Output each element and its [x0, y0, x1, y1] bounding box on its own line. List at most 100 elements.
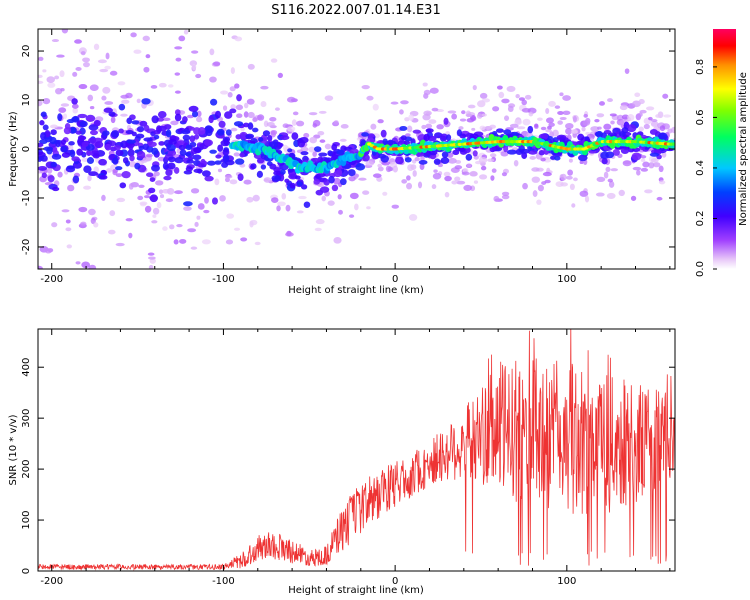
spectral-speckle	[622, 160, 632, 165]
spectral-speckle	[57, 171, 63, 178]
spectral-speckle	[219, 195, 226, 202]
spectral-speckle	[75, 67, 82, 71]
spectral-blob	[239, 152, 245, 158]
spectral-speckle	[277, 201, 286, 207]
colorbar-tick-label: 0.8	[695, 59, 706, 75]
spectral-speckle	[128, 232, 133, 239]
y-tick-label: 200	[21, 460, 32, 479]
spectral-speckle	[117, 81, 126, 86]
spectral-speckle	[222, 105, 228, 111]
spectral-speckle	[598, 101, 605, 106]
spectral-speckle	[650, 121, 659, 127]
snr-frame	[37, 328, 676, 572]
spectral-blob	[185, 152, 192, 157]
spectral-blob	[197, 163, 205, 168]
spectral-speckle	[276, 205, 281, 212]
spectral-blob	[313, 146, 322, 152]
spectral-blob	[621, 127, 629, 134]
spectral-speckle	[298, 195, 307, 200]
spectral-blob	[174, 157, 184, 164]
spectral-blob	[90, 129, 98, 136]
spectral-blob	[167, 156, 176, 163]
snr-line	[38, 329, 675, 571]
spectral-blob	[440, 133, 448, 141]
spectral-speckle	[144, 195, 151, 199]
spectral-speckle	[170, 120, 179, 126]
spectral-blob	[328, 176, 335, 184]
spectral-speckle	[254, 241, 261, 246]
snr-ylabel: SNR (10 * v/v)	[8, 414, 19, 485]
spectral-blob	[188, 105, 199, 112]
spectral-blob	[256, 170, 263, 178]
spectral-speckle	[333, 120, 339, 125]
spectral-speckle	[504, 115, 510, 121]
spectral-speckle	[478, 156, 488, 164]
spectral-blob	[60, 139, 67, 145]
spectral-blob	[65, 165, 76, 173]
spectral-speckle	[479, 174, 488, 180]
spectral-speckle	[230, 127, 238, 132]
spectral-speckle	[158, 82, 167, 88]
spectral-speckle	[49, 124, 58, 129]
spectral-speckle	[377, 163, 382, 168]
spectral-speckle	[658, 180, 666, 185]
spectral-speckle	[269, 116, 277, 122]
spectral-speckle	[240, 237, 248, 242]
spectral-speckle	[292, 111, 299, 116]
colorbar-tick-label: 0.2	[695, 211, 706, 227]
spectral-blob	[347, 169, 356, 177]
spectral-speckle	[102, 86, 111, 94]
spectral-speckle	[225, 239, 234, 245]
spectral-speckle	[540, 157, 546, 162]
spectral-speckle	[201, 239, 211, 245]
spectral-blob	[218, 120, 226, 128]
y-tick-label: -10	[21, 190, 32, 206]
spectral-speckle	[414, 157, 420, 162]
spectral-blob	[189, 135, 196, 143]
spectral-speckle	[52, 299, 56, 306]
spectral-speckle	[194, 221, 199, 227]
spectral-speckle	[606, 192, 616, 200]
spectral-speckle	[456, 180, 466, 185]
spectral-speckle	[461, 171, 470, 176]
spectral-blob	[207, 160, 216, 166]
spectral-blob	[94, 141, 104, 149]
spectral-speckle	[640, 158, 646, 162]
x-tick-label: -200	[40, 576, 63, 587]
spectral-speckle	[507, 105, 514, 112]
spectral-blob	[183, 201, 193, 207]
spectral-speckle	[271, 197, 279, 203]
spectral-speckle	[291, 119, 297, 126]
spectral-speckle	[572, 132, 578, 138]
spectral-speckle	[522, 118, 531, 126]
spectral-blob	[503, 144, 509, 153]
spectral-blob	[310, 157, 320, 163]
spectral-speckle	[236, 113, 243, 119]
spectral-speckle	[303, 132, 310, 138]
spectral-speckle	[155, 180, 164, 186]
spectral-blob	[260, 164, 267, 170]
spectral-speckle	[145, 153, 153, 158]
spectral-speckle	[579, 160, 584, 165]
spectral-blob	[528, 150, 538, 155]
spectral-speckle	[632, 166, 642, 171]
spectral-speckle	[234, 83, 240, 89]
x-tick-label: -100	[212, 274, 235, 285]
spectral-speckle	[191, 50, 199, 54]
spectral-speckle	[247, 111, 255, 119]
spectral-speckle	[61, 209, 70, 213]
spectral-speckle	[139, 201, 148, 206]
spectral-speckle	[147, 22, 154, 25]
spectral-speckle	[229, 179, 238, 185]
spectral-speckle	[110, 116, 116, 124]
spectral-speckle	[143, 66, 150, 73]
spectral-speckle	[296, 210, 304, 214]
spectral-speckle	[66, 244, 73, 249]
spectral-blob	[367, 133, 375, 138]
spectral-blob	[271, 175, 282, 182]
spectral-speckle	[607, 178, 614, 183]
spectral-blob	[201, 170, 211, 177]
spectral-blob	[83, 165, 92, 174]
spectral-speckle	[317, 130, 325, 136]
spectral-speckle	[51, 39, 60, 43]
